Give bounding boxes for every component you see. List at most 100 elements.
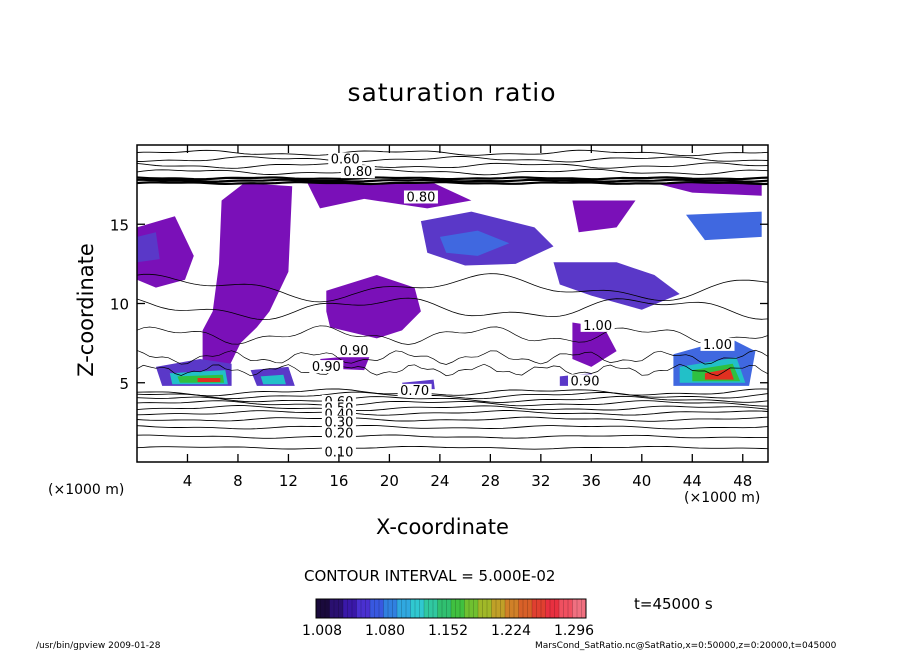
y-tick-label: 10 <box>110 296 129 314</box>
contour-line-19 <box>137 325 768 345</box>
shaded-region-5 <box>572 322 617 367</box>
contour-line-10 <box>137 180 768 186</box>
x-tick-label: 16 <box>329 472 348 490</box>
shaded-region-15 <box>197 378 221 382</box>
contour-line-18 <box>137 297 768 321</box>
contour-lines <box>137 149 768 450</box>
contour-label-bg <box>321 426 356 440</box>
contour-line-12 <box>137 176 768 181</box>
contour-line-6 <box>137 400 768 407</box>
colorbar-swatch <box>397 599 411 618</box>
contour-label: 0.10 <box>324 446 353 461</box>
contour-label: 0.70 <box>400 384 429 399</box>
contour-label: 0.90 <box>312 360 341 375</box>
contour-label: 0.90 <box>571 374 600 389</box>
contour-label-bg <box>568 374 603 388</box>
colorbar-swatch <box>451 599 465 618</box>
x-tick-label: 8 <box>233 472 243 490</box>
contour-label-bg <box>340 165 375 179</box>
colorbar-tick-label: 1.080 <box>365 623 405 639</box>
x-tick-label: 12 <box>279 472 298 490</box>
colorbar-tick-label: 1.008 <box>302 623 342 639</box>
contour-line-15 <box>137 155 768 163</box>
x-tick-label: 4 <box>183 472 193 490</box>
contour-label-bg <box>321 415 356 429</box>
shaded-region-3 <box>572 200 636 233</box>
colorbar-frame <box>315 598 587 619</box>
contour-label-bg <box>337 344 372 358</box>
contour-label: 1.00 <box>703 338 732 353</box>
contour-label: 0.20 <box>324 427 353 442</box>
contour-line-2 <box>137 425 768 430</box>
x-axis: 4 8 12 16 20 24 28 32 36 40 44 48 <box>183 145 752 490</box>
shaded-region-1 <box>326 275 421 339</box>
colorbar-tick-label: 1.224 <box>491 623 531 639</box>
shaded-region-4 <box>654 183 762 196</box>
x-tick-label: 32 <box>531 472 550 490</box>
x-tick-label: 36 <box>582 472 601 490</box>
contour-label-bg <box>700 337 735 351</box>
shaded-region-0 <box>202 183 293 380</box>
contour-label-bg <box>397 383 432 397</box>
colorbar-swatch <box>572 599 587 618</box>
contour-line-5 <box>137 405 768 412</box>
x-tick-label: 20 <box>380 472 399 490</box>
x-unit-left: (×1000 m) <box>48 482 125 498</box>
contour-label: 0.80 <box>406 190 435 205</box>
shaded-regions <box>137 183 762 390</box>
colorbar-swatch <box>410 599 425 618</box>
contour-line-16 <box>137 149 768 157</box>
colorbar-swatch <box>464 599 479 618</box>
colorbar-swatch <box>316 599 330 618</box>
colorbar-tick-label: 1.296 <box>554 623 594 639</box>
contour-line-20 <box>137 349 768 365</box>
contour-label: 0.90 <box>340 344 369 359</box>
shaded-region-11 <box>137 232 160 263</box>
contour-line-8 <box>137 391 768 400</box>
chart-title: saturation ratio <box>347 78 557 107</box>
contour-label-bg <box>309 360 344 374</box>
colorbar-swatch <box>478 599 492 618</box>
contour-labels: 0.600.800.801.001.000.900.900.900.700.60… <box>309 152 735 461</box>
colorbar-swatch <box>559 599 573 618</box>
contour-line-21 <box>137 363 768 377</box>
x-tick-label: 44 <box>683 472 702 490</box>
contour-label: 0.60 <box>331 152 360 167</box>
contour-line-4 <box>137 410 768 416</box>
x-tick-label: 40 <box>632 472 651 490</box>
shaded-region-8 <box>439 230 510 256</box>
colorbar: 1.008 1.080 1.152 1.224 1.296 <box>302 598 594 639</box>
contour-line-3 <box>137 416 768 422</box>
y-axis-label: Z-coordinate <box>74 243 98 377</box>
contour-line-7 <box>137 395 768 403</box>
footer-program-info: /usr/bin/gpview 2009-01-28 <box>36 641 161 651</box>
contour-line-0 <box>137 445 768 450</box>
time-label: t=45000 s <box>634 595 713 613</box>
x-tick-label: 48 <box>733 472 752 490</box>
y-tick-label: 15 <box>110 216 129 234</box>
shaded-region-9 <box>553 262 680 310</box>
contour-line-1 <box>137 434 768 439</box>
contour-label-bg <box>403 190 438 204</box>
contour-label: 1.00 <box>583 319 612 334</box>
colorbar-swatch <box>356 599 371 618</box>
colorbar-swatch <box>505 599 519 618</box>
contour-line-9 <box>137 388 768 397</box>
colorbar-swatch <box>518 599 533 618</box>
colorbar-swatch <box>532 599 546 618</box>
shaded-region-17 <box>260 374 286 385</box>
x-tick-label: 28 <box>481 472 500 490</box>
colorbar-swatch <box>370 599 384 618</box>
x-axis-label: X-coordinate <box>376 515 509 539</box>
contour-line-14 <box>137 162 768 169</box>
colorbar-swatch <box>424 599 438 618</box>
contour-label-bg <box>328 152 363 166</box>
shaded-region-21 <box>704 368 734 380</box>
contour-line-13 <box>137 168 768 176</box>
x-tick-label: 24 <box>430 472 449 490</box>
contour-interval-text: CONTOUR INTERVAL = 5.000E-02 <box>304 567 556 585</box>
colorbar-swatch <box>329 599 344 618</box>
colorbar-swatch <box>491 599 506 618</box>
contour-label-bg <box>321 445 356 459</box>
contour-line-17 <box>137 273 768 303</box>
